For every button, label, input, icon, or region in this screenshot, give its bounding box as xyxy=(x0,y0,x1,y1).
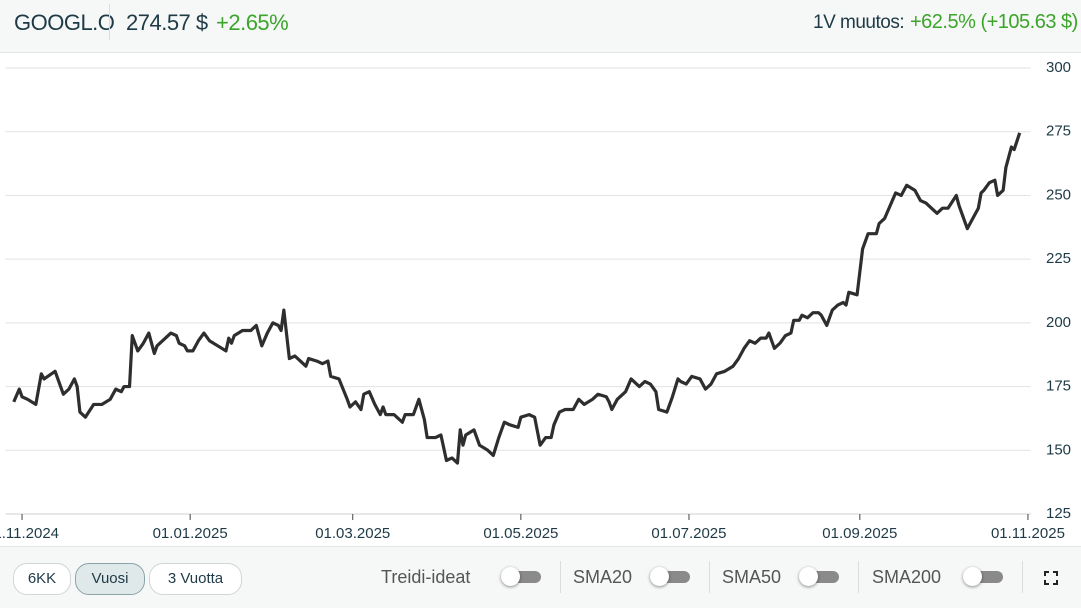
separator xyxy=(709,561,710,593)
y-tick-label: 300 xyxy=(1046,59,1071,76)
period-change: +62.5% (+105.63 $) xyxy=(910,11,1078,33)
range-button[interactable]: 3 Vuotta xyxy=(149,563,242,595)
chart: 125 150 175 200 225 250 275 300 01.11.2024 01.01.… xyxy=(0,59,1071,542)
toggle-label: SMA50 xyxy=(722,567,782,587)
x-tick-label: 01.05.2025 xyxy=(483,525,558,542)
footer: 6KK Vuosi 3 Vuotta Treidi-ideat SMA20 SM… xyxy=(0,546,1081,608)
x-tick-label: 01.11.2025 xyxy=(991,525,1065,542)
period-label: 1V muutos: xyxy=(813,12,905,33)
y-tick-label: 275 xyxy=(1046,123,1071,140)
y-tick-label: 225 xyxy=(1046,250,1071,267)
toggle-label: Treidi-ideat xyxy=(381,567,471,587)
toggle[interactable] xyxy=(963,567,1003,586)
x-tick-label: 01.07.2025 xyxy=(651,525,726,542)
separator xyxy=(109,4,110,40)
range-button[interactable]: 6KK xyxy=(13,563,71,595)
y-tick-label: 200 xyxy=(1046,314,1071,331)
x-tick-label: 01.03.2025 xyxy=(315,525,390,542)
toggle-label: SMA200 xyxy=(872,567,942,587)
header: GOOGL.O 274.57 $ +2.65% 1V muutos: +62.5… xyxy=(0,0,1081,53)
toggle[interactable] xyxy=(799,567,839,586)
range-button[interactable]: Vuosi xyxy=(75,563,145,595)
ticker: GOOGL.O xyxy=(14,10,115,35)
price: 274.57 $ xyxy=(126,10,208,35)
price-change: +2.65% xyxy=(216,10,289,35)
y-tick-label: 125 xyxy=(1046,505,1071,522)
toggle[interactable] xyxy=(650,567,690,586)
y-tick-label: 150 xyxy=(1046,441,1071,458)
separator xyxy=(1022,561,1023,593)
y-tick-label: 250 xyxy=(1046,186,1071,203)
fullscreen-button[interactable] xyxy=(1044,571,1058,585)
separator xyxy=(858,561,859,593)
x-tick-label: 01.01.2025 xyxy=(153,525,228,542)
price-line xyxy=(12,132,1022,465)
x-tick-label: 01.11.2024 xyxy=(0,525,59,542)
toggle[interactable] xyxy=(501,567,541,586)
separator xyxy=(560,561,561,593)
toggle-label: SMA20 xyxy=(573,567,633,587)
y-tick-label: 175 xyxy=(1046,378,1071,395)
x-tick-label: 01.09.2025 xyxy=(822,525,897,542)
